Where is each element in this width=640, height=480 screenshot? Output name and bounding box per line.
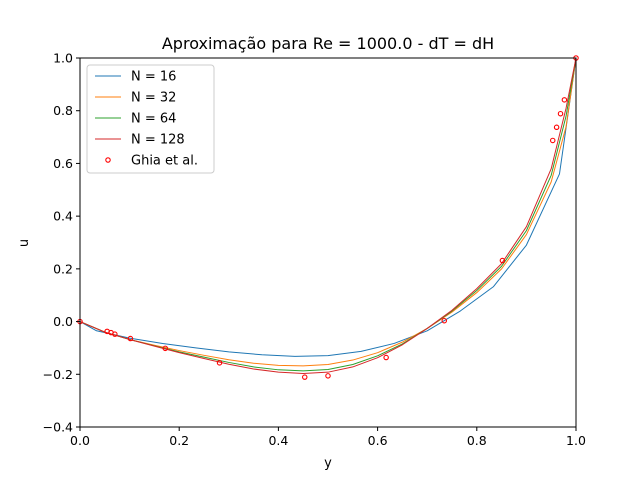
x-tick-label: 0.8 <box>467 433 487 448</box>
y-tick-label: 0.0 <box>53 314 73 329</box>
legend-box <box>86 64 215 174</box>
x-tick-label: 0.0 <box>70 433 90 448</box>
data-point <box>441 317 448 324</box>
data-point <box>216 360 223 366</box>
y-tick-label: −0.4 <box>43 420 73 435</box>
y-tick-label: 1.0 <box>53 51 73 66</box>
data-point <box>112 331 118 337</box>
x-tick-label: 0.4 <box>268 433 288 448</box>
data-point <box>127 335 134 342</box>
legend-label: N = 128 <box>131 133 185 148</box>
legend-label: N = 64 <box>131 112 176 127</box>
x-tick-label: 0.2 <box>169 433 189 448</box>
data-point <box>162 345 169 352</box>
y-tick-label: 0.4 <box>53 209 73 224</box>
axes-frame <box>79 57 577 428</box>
x-axis: 0.0 0.2 0.4 0.6 0.8 1.0 <box>70 427 586 448</box>
x-tick-label: 0.6 <box>368 433 388 448</box>
series-layer <box>77 55 579 380</box>
y-axis: −0.4 −0.2 0.0 0.2 0.4 0.6 0.8 1.0 <box>43 51 80 435</box>
legend-swatch-4 <box>105 157 111 163</box>
y-tick-label: −0.2 <box>43 367 73 382</box>
legend-label: N = 32 <box>131 91 176 106</box>
legend-label: Ghia et al. <box>131 154 198 169</box>
y-tick-label: 0.2 <box>53 261 73 276</box>
chart-title: Aproximação para Re = 1000.0 - dT = dH <box>162 34 494 53</box>
series-line-0 <box>79 57 577 357</box>
x-tick-label: 1.0 <box>566 433 586 448</box>
series-line-1 <box>79 57 577 367</box>
data-point <box>383 354 389 361</box>
x-axis-label: y <box>324 456 332 471</box>
y-tick-label: 0.6 <box>53 156 73 171</box>
data-point <box>553 124 560 131</box>
legend-label: N = 16 <box>131 70 176 85</box>
data-point <box>561 97 568 103</box>
series-line-2 <box>79 57 577 372</box>
data-point <box>499 257 506 264</box>
data-point <box>549 137 556 144</box>
data-point <box>301 374 308 380</box>
legend: N = 16 N = 32 N = 64 N = 128 Ghia et al. <box>86 64 215 174</box>
data-point <box>325 373 331 379</box>
y-tick-label: 0.8 <box>53 103 73 118</box>
y-axis-label: u <box>17 239 32 247</box>
data-point <box>557 110 564 117</box>
